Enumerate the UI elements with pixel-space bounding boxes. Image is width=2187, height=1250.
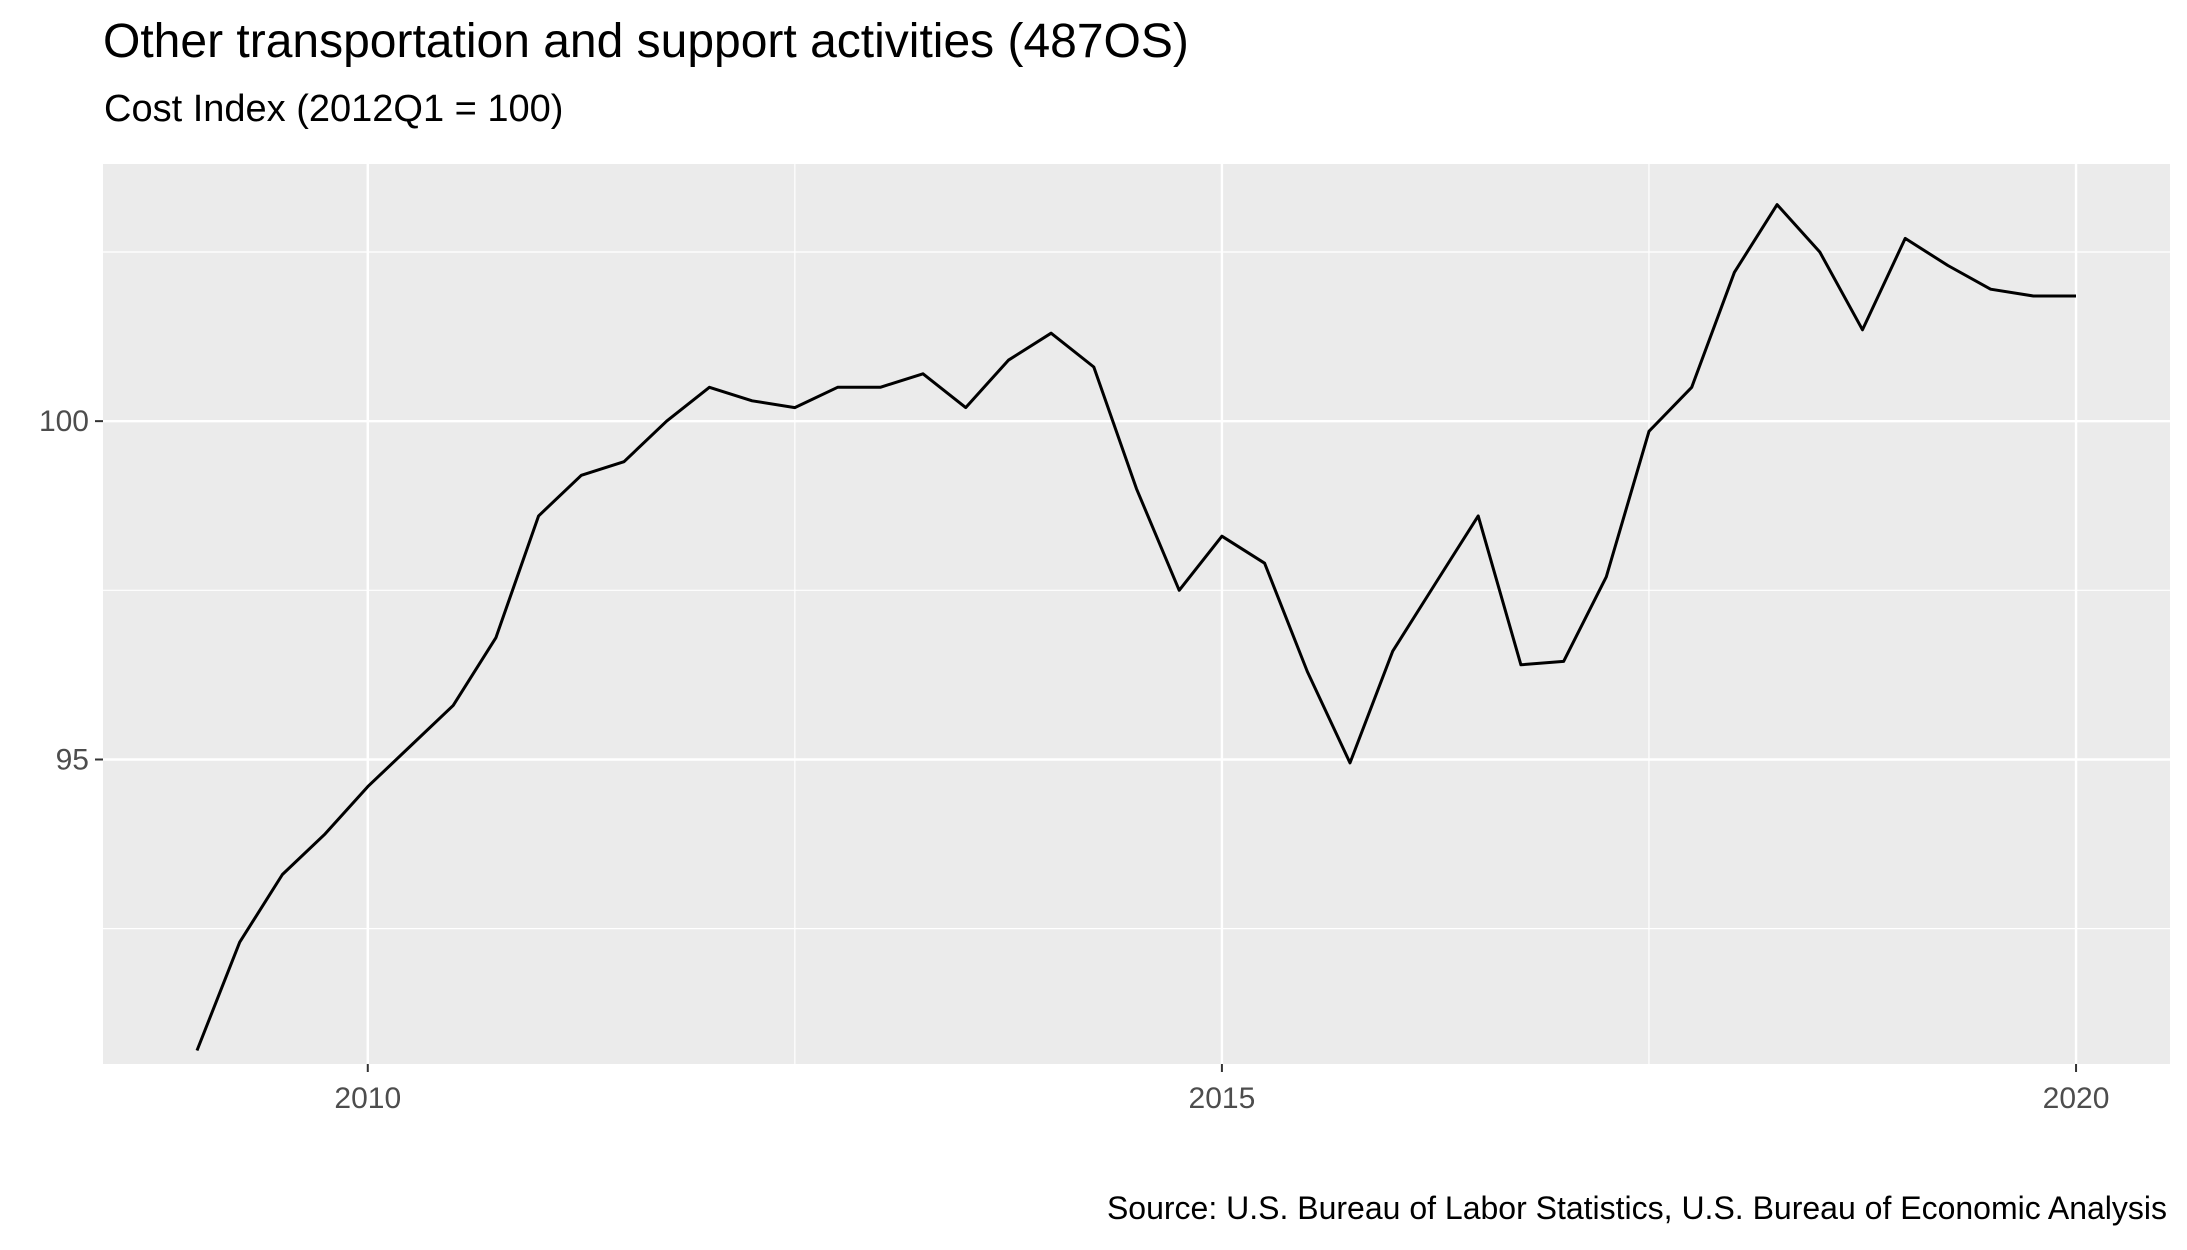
y-tick-label: 95 <box>56 743 89 776</box>
data-point <box>494 636 497 639</box>
data-point <box>1349 761 1352 764</box>
data-point <box>2032 294 2035 297</box>
data-point <box>1647 430 1650 433</box>
data-point <box>708 386 711 389</box>
data-point <box>1989 288 1992 291</box>
data-point <box>409 744 412 747</box>
data-point <box>537 514 540 517</box>
data-point <box>1562 660 1565 663</box>
data-point <box>1220 535 1223 538</box>
data-point <box>1092 366 1095 369</box>
data-point <box>665 420 668 423</box>
data-point <box>580 474 583 477</box>
data-point <box>281 873 284 876</box>
data-point <box>623 460 626 463</box>
data-point <box>238 941 241 944</box>
data-point <box>452 704 455 707</box>
data-point <box>366 785 369 788</box>
x-tick-label: 2015 <box>1189 1082 1256 1115</box>
chart-subtitle: Cost Index (2012Q1 = 100) <box>104 88 564 130</box>
y-tick-label: 100 <box>39 405 89 438</box>
x-tick-label: 2020 <box>2043 1082 2110 1115</box>
source-caption: Source: U.S. Bureau of Labor Statistics,… <box>1106 1190 2167 1226</box>
data-point <box>1733 271 1736 274</box>
data-point <box>1690 386 1693 389</box>
axes: 2010 2015 2020 95 100 <box>39 405 2109 1115</box>
major-gridlines <box>103 164 2170 1064</box>
data-point <box>1776 203 1779 206</box>
series-line <box>195 203 2076 1052</box>
x-tick-label: 2010 <box>334 1082 401 1115</box>
data-point <box>1477 514 1480 517</box>
data-point <box>2075 294 2078 297</box>
data-point <box>1946 264 1949 267</box>
data-point <box>879 386 882 389</box>
data-point <box>1178 589 1181 592</box>
data-point <box>1861 328 1864 331</box>
data-point <box>1605 575 1608 578</box>
data-point <box>1007 359 1010 362</box>
data-point <box>1135 487 1138 490</box>
chart-title: Other transportation and support activit… <box>103 15 1189 68</box>
data-point <box>324 832 327 835</box>
data-point <box>921 372 924 375</box>
data-point <box>793 406 796 409</box>
data-point <box>751 399 754 402</box>
minor-gridlines <box>103 164 2170 1064</box>
data-point <box>1818 250 1821 253</box>
data-point <box>1519 663 1522 666</box>
plot-panel <box>103 164 2170 1064</box>
series-layer <box>195 203 2078 1052</box>
data-point <box>1263 562 1266 565</box>
data-point <box>964 406 967 409</box>
data-point <box>1434 582 1437 585</box>
data-point <box>1904 237 1907 240</box>
data-point <box>1050 332 1053 335</box>
data-point <box>836 386 839 389</box>
data-point <box>1391 650 1394 653</box>
data-point <box>195 1049 198 1052</box>
data-point <box>1306 670 1309 673</box>
